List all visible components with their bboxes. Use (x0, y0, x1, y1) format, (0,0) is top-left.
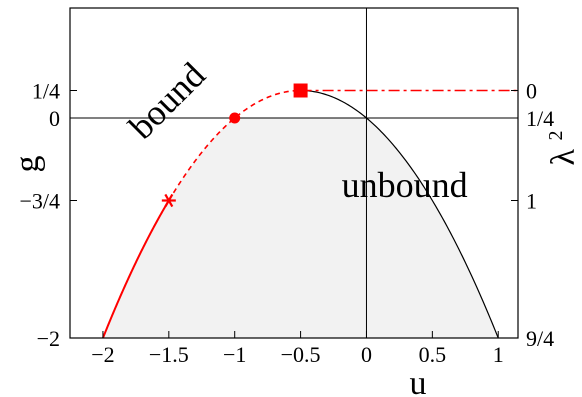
bound-region-label: bound (121, 55, 213, 147)
y-axis-title-right: λ 2 (545, 131, 582, 166)
marker-layer (161, 83, 308, 208)
unbound-curve-segment (300, 89, 499, 339)
unbound-region-label: unbound (342, 165, 468, 205)
x-tick-label: −1.5 (149, 342, 189, 367)
y-axis-title-left: g (9, 156, 46, 173)
x-tick-label: −1 (223, 342, 246, 367)
frame-layer (69, 7, 519, 339)
asterisk-marker (161, 193, 176, 208)
y-right-tick-label: 1 (526, 189, 537, 214)
y-right-tick-label: 9/4 (526, 326, 554, 351)
y-right-tick-label: 0 (526, 79, 537, 104)
x-tick-label: 0 (361, 342, 372, 367)
y-right-tick-label: 1/4 (526, 106, 554, 131)
curve-layer (102, 89, 518, 339)
square-marker (293, 83, 308, 98)
reference-lines-layer (70, 8, 518, 338)
plot-frame (69, 7, 519, 339)
y-axis-title-right-superscript: 2 (545, 131, 567, 141)
asterisk-stroke (164, 193, 174, 208)
unbound-region-shade (102, 118, 518, 338)
circle-marker (229, 112, 241, 124)
bound-curve-solid-segment (102, 199, 170, 339)
x-tick-label: −0.5 (281, 342, 321, 367)
y-axis-title-right-symbol: λ (545, 149, 582, 166)
y-left-tick-label: −3/4 (19, 189, 60, 214)
shade-layer (102, 118, 518, 338)
x-tick-label: 0.5 (419, 342, 447, 367)
y-left-tick-label: 1/4 (32, 79, 60, 104)
y-left-tick-label: 0 (49, 106, 60, 131)
y-left-tick-label: −2 (37, 326, 60, 351)
x-tick-label: −2 (91, 342, 114, 367)
tick-layer: −2 −1.5 −1 −0.5 0 0.5 11/40−3/4−201/419/4 (19, 79, 554, 368)
x-axis-title: u (410, 365, 427, 397)
bound-curve-dashed-segment (168, 89, 301, 201)
x-tick-label: 1 (493, 342, 504, 367)
